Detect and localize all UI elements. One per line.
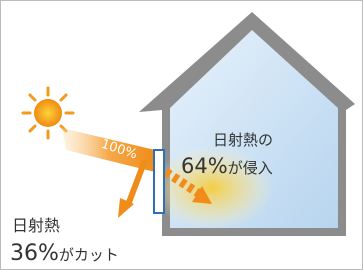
outside-suffix: がカット [59,246,119,264]
inside-line1: 日射熱の [213,131,273,149]
inside-percent: 64% [181,154,228,178]
outside-percent: 36% [10,241,59,266]
outside-line1: 日射熱 [12,216,60,235]
inside-suffix: が侵入 [228,159,273,177]
window [154,150,164,213]
diagram: 100% 日射熱の 64%が侵入 日射熱 36%がカット [0,0,363,270]
